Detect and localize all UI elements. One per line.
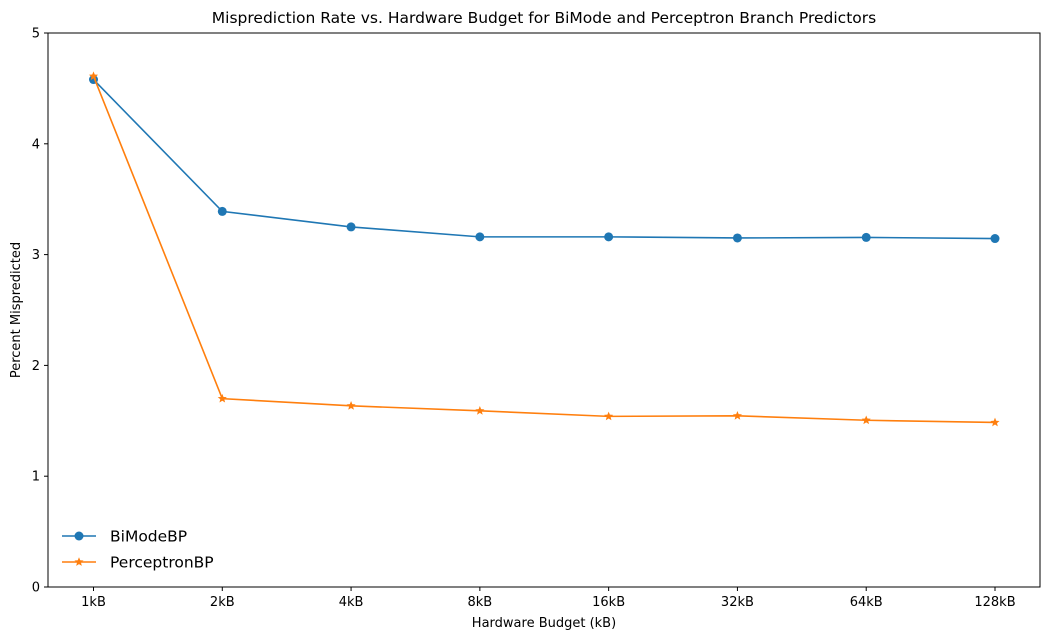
y-tick-label: 3 xyxy=(32,248,40,263)
bimodebp-point xyxy=(990,234,1000,244)
chart-title: Misprediction Rate vs. Hardware Budget f… xyxy=(212,9,876,27)
perceptronbp-point xyxy=(475,406,485,415)
perceptronbp-point xyxy=(346,401,356,410)
legend-label: BiModeBP xyxy=(110,528,187,546)
perceptronbp-point xyxy=(861,415,871,425)
x-tick-label: 32kB xyxy=(721,595,754,610)
y-tick-label: 4 xyxy=(32,137,40,152)
y-tick-label: 0 xyxy=(32,581,40,596)
perceptronbp-point xyxy=(990,417,1000,427)
x-tick-label: 2kB xyxy=(210,595,235,610)
bimodebp-point xyxy=(217,206,227,216)
bimodebp-point xyxy=(732,233,742,243)
x-axis: 1kB 2kB 4kB 8kB 16kB 32kB 64kB 128kB xyxy=(81,587,1016,610)
y-axis-label: Percent Mispredicted xyxy=(9,242,24,378)
x-tick-label: 1kB xyxy=(81,595,106,610)
x-tick-label: 128kB xyxy=(974,595,1015,610)
bimodebp-point xyxy=(604,232,614,242)
x-tick-label: 8kB xyxy=(467,595,492,610)
x-tick-label: 4kB xyxy=(339,595,364,610)
plot-area xyxy=(47,32,1041,588)
bimodebp-line xyxy=(92,78,996,240)
y-axis: 0 1 2 3 4 5 xyxy=(32,27,48,596)
perceptronbp-point xyxy=(604,411,614,421)
y-tick-label: 5 xyxy=(32,27,40,42)
legend-marker xyxy=(74,531,84,541)
legend-item-bimodebp: BiModeBP xyxy=(62,528,187,546)
plot-frame xyxy=(47,32,1041,588)
x-tick-label: 16kB xyxy=(592,595,625,610)
bimodebp-point xyxy=(861,232,871,242)
series-layer xyxy=(88,71,1000,427)
legend-marker xyxy=(74,557,84,566)
legend: BiModeBP PerceptronBP xyxy=(62,528,214,572)
legend-item-perceptronbp: PerceptronBP xyxy=(62,554,214,572)
series-perceptronbp xyxy=(88,71,1000,427)
bimodebp-point xyxy=(346,222,356,232)
legend-label: PerceptronBP xyxy=(110,554,214,572)
series-bimodebp xyxy=(89,75,1000,244)
y-tick-label: 1 xyxy=(32,470,40,485)
perceptronbp-point xyxy=(88,71,99,81)
perceptronbp-point xyxy=(217,393,227,403)
perceptronbp-line xyxy=(92,75,996,424)
perceptronbp-point xyxy=(732,411,742,420)
bimodebp-point xyxy=(475,232,485,242)
x-axis-label: Hardware Budget (kB) xyxy=(472,616,616,631)
y-tick-label: 2 xyxy=(32,359,40,374)
x-tick-label: 64kB xyxy=(850,595,883,610)
